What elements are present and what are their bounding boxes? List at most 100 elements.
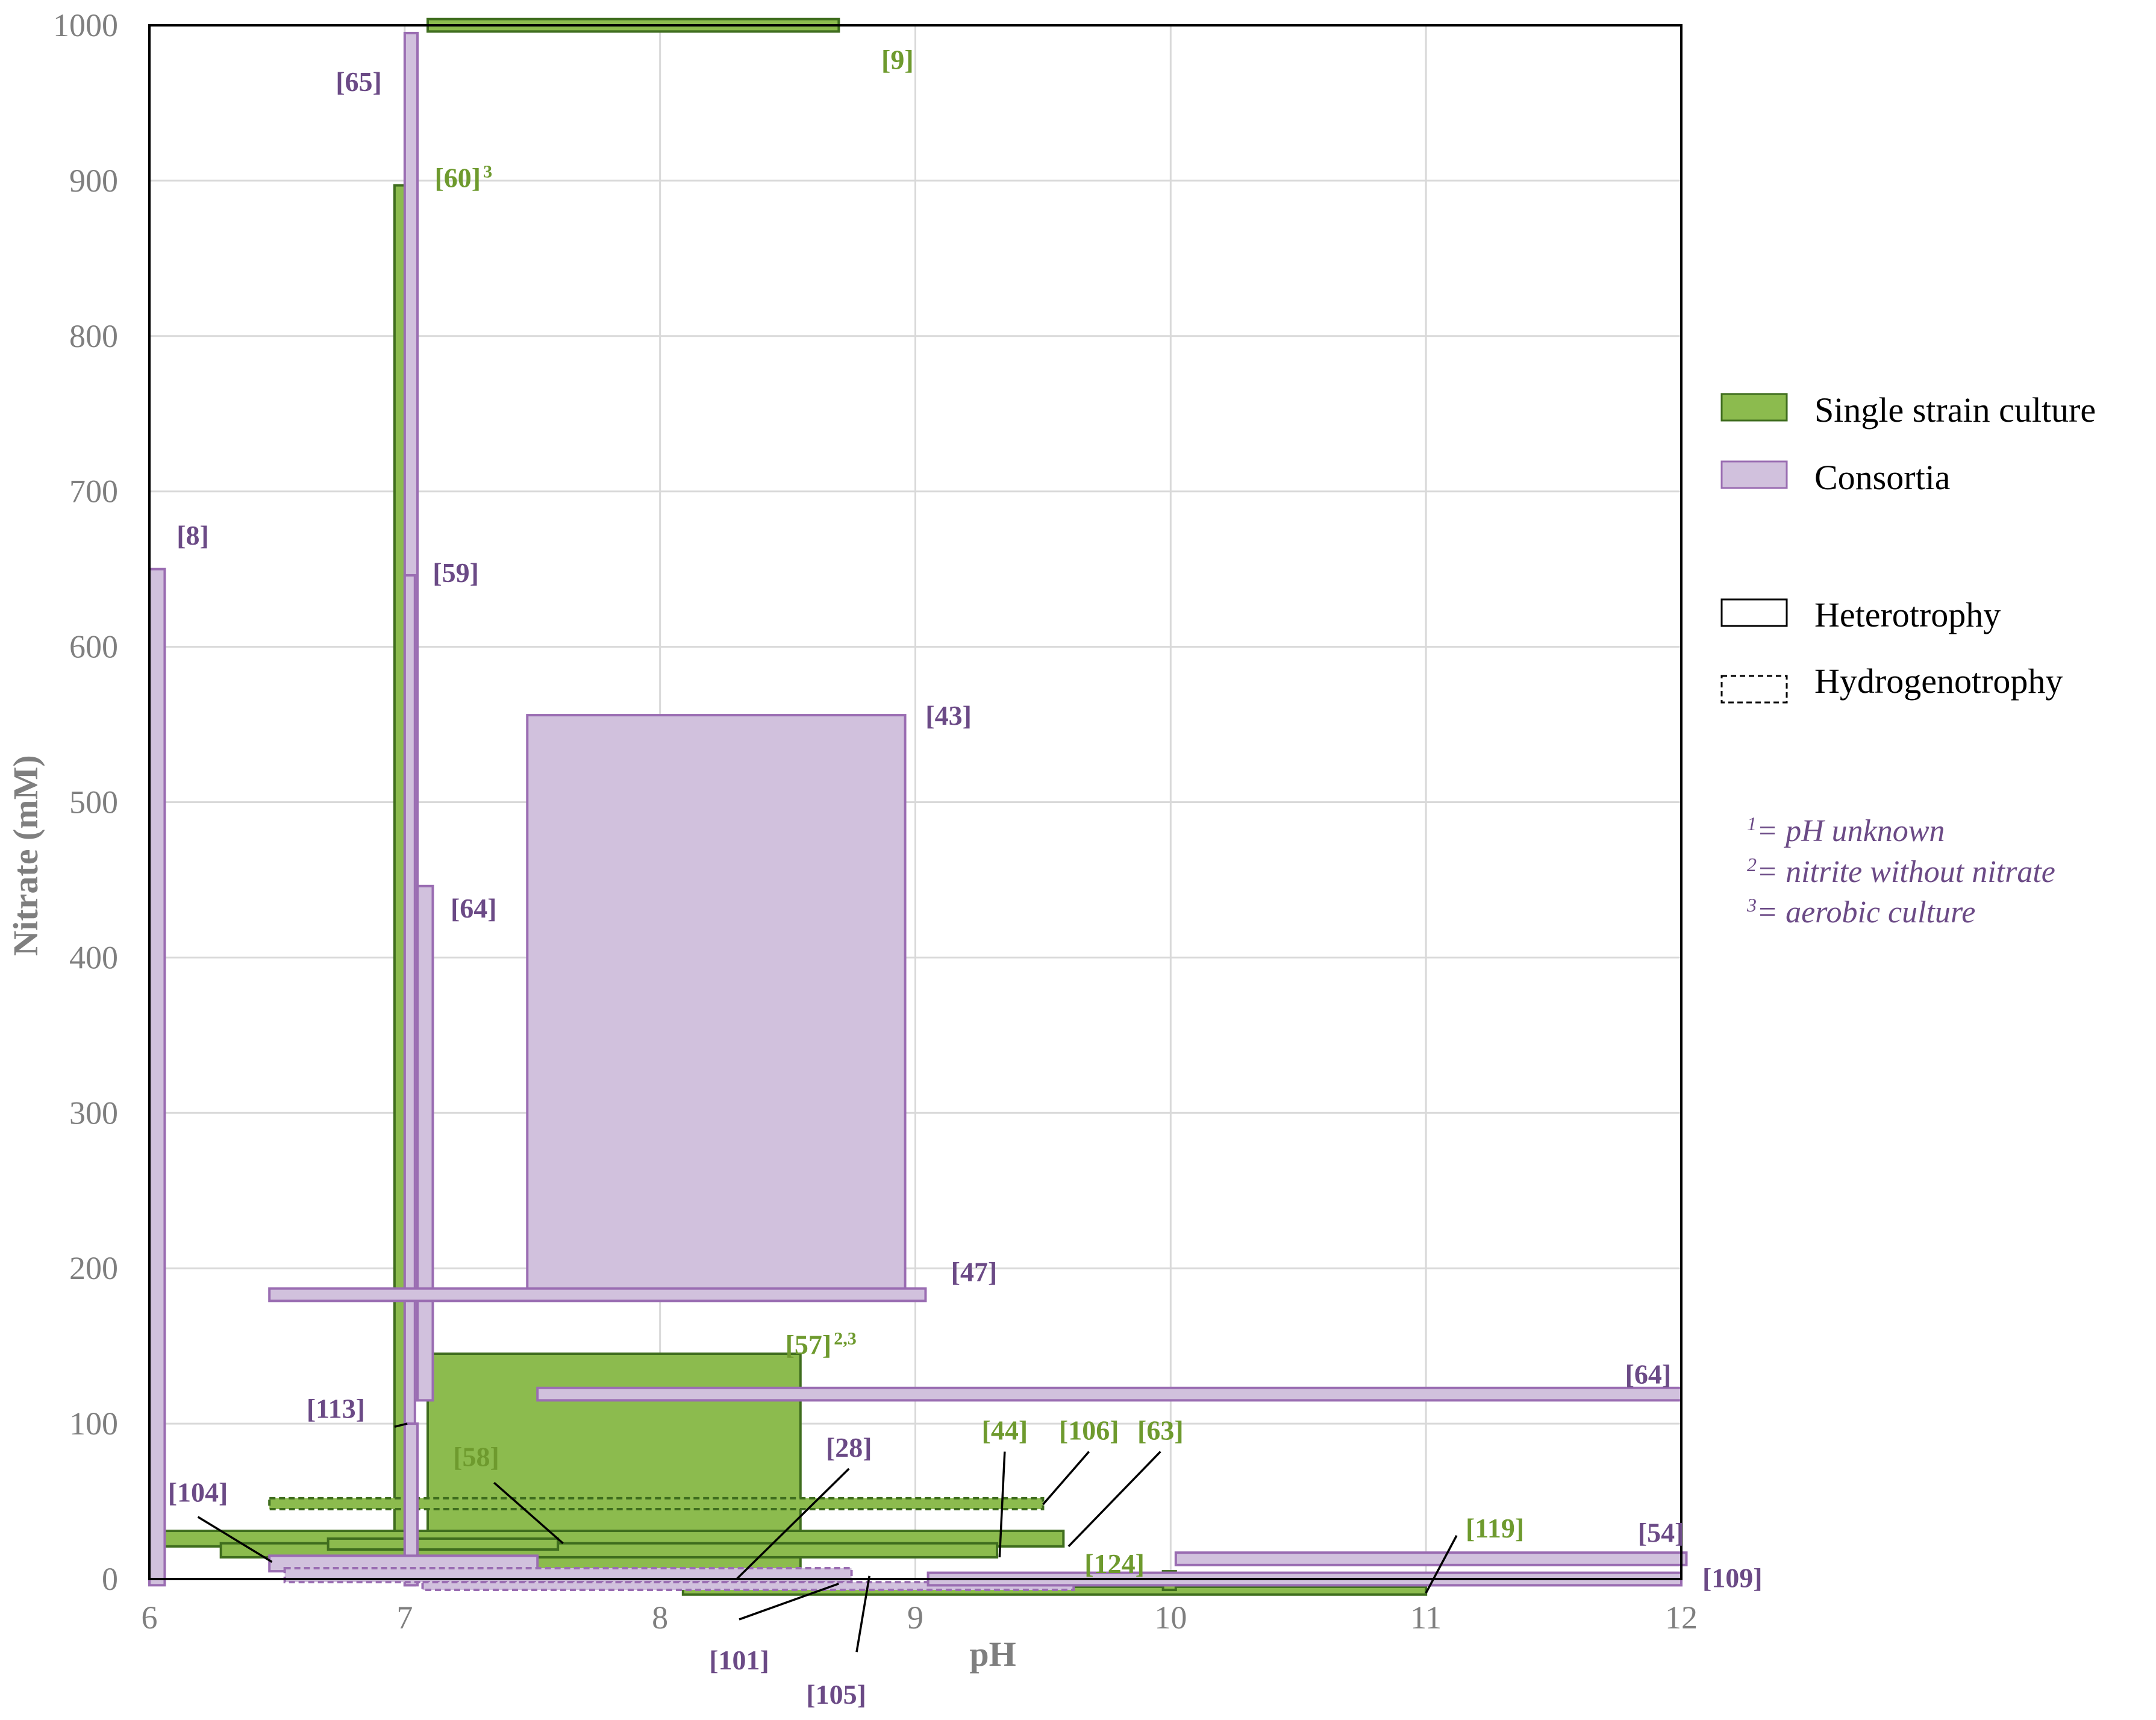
axis-ticks: 6 7 8 9 10 11 12 0 100 200 300 400 500 600 700 800 900 10… bbox=[53, 7, 1698, 1636]
footnote-2-text: = nitrite without nitrate bbox=[1757, 855, 2055, 889]
footnotes: 1= pH unknown 2= nitrite without nitrate… bbox=[1746, 813, 2055, 930]
ref-label-text: [113] bbox=[307, 1393, 365, 1424]
legend-swatch-consortia bbox=[1720, 460, 1788, 489]
ref-label-65-1: [65] bbox=[336, 66, 382, 97]
ref-label-119-17: [119] bbox=[1466, 1513, 1524, 1543]
y-tick-label-900: 900 bbox=[69, 163, 118, 199]
ref-label-text: [65] bbox=[336, 66, 382, 97]
ref-label-43-5: [43] bbox=[925, 700, 972, 731]
y-tick-label-300: 300 bbox=[69, 1095, 118, 1131]
ref-label-text: [106] bbox=[1059, 1415, 1119, 1445]
y-tick-label-500: 500 bbox=[69, 784, 118, 821]
ref-label-text: [58] bbox=[453, 1441, 499, 1472]
ref-label-9-0: [9] bbox=[881, 45, 914, 75]
reference-labels: [9] [65] [60] 3 [8] [59] [43] [64] [47] [57] 2,3 [6… bbox=[168, 45, 1763, 1710]
ref-label-64-9: [64] bbox=[1625, 1359, 1672, 1390]
leader-line-1 bbox=[394, 1422, 408, 1428]
ref-label-44-11: [44] bbox=[982, 1415, 1028, 1445]
range-bar-54-21 bbox=[1174, 1551, 1688, 1566]
ref-label-text: [101] bbox=[709, 1645, 769, 1675]
range-bar-101-19 bbox=[421, 1581, 1075, 1592]
y-tick-label-400: 400 bbox=[69, 939, 118, 975]
ref-label-104-16: [104] bbox=[168, 1477, 228, 1508]
range-bar-64-15 bbox=[536, 1386, 1683, 1402]
ref-label-text: [119] bbox=[1466, 1513, 1524, 1543]
legend-label-single-strain: Single strain culture bbox=[1814, 390, 2096, 430]
legend-swatch-heterotrophy bbox=[1720, 598, 1788, 627]
ref-label-text: [124] bbox=[1084, 1548, 1145, 1579]
y-tick-label-800: 800 bbox=[69, 318, 118, 354]
range-bars bbox=[148, 17, 1688, 1596]
footnote-2: 2= nitrite without nitrate bbox=[1747, 854, 2055, 889]
leader-line-4 bbox=[998, 1451, 1006, 1557]
ref-label-28-14: [28] bbox=[826, 1432, 872, 1463]
legend-label-hydrogenotrophy: Hydrogenotrophy bbox=[1814, 661, 2063, 701]
ref-label-63-13: [63] bbox=[1137, 1415, 1184, 1445]
ref-label-124-19: [124] bbox=[1084, 1548, 1145, 1579]
range-bar-106-6 bbox=[268, 1496, 1045, 1510]
ref-label-59-4: [59] bbox=[433, 557, 479, 588]
legend-label-consortia: Consortia bbox=[1814, 458, 1951, 497]
ref-label-text: [28] bbox=[826, 1432, 872, 1463]
footnote-3-text: = aerobic culture bbox=[1757, 895, 1975, 930]
range-bar-47-14 bbox=[268, 1287, 927, 1303]
range-bar-113-16 bbox=[403, 1422, 419, 1587]
ref-label-text: [64] bbox=[1625, 1359, 1672, 1390]
ref-label-text: [104] bbox=[168, 1477, 228, 1508]
ref-label-text: [43] bbox=[925, 700, 972, 731]
grid-lines bbox=[148, 24, 1683, 1580]
ref-label-54-18: [54] bbox=[1638, 1518, 1684, 1548]
ref-label-64-6: [64] bbox=[451, 893, 497, 924]
x-tick-label-10: 10 bbox=[1154, 1600, 1187, 1636]
ref-label-text: [47] bbox=[951, 1256, 998, 1287]
y-tick-label-600: 600 bbox=[69, 629, 118, 665]
x-tick-label-9: 9 bbox=[907, 1600, 923, 1636]
y-axis-title: Nitrate (mM) bbox=[6, 755, 45, 955]
ref-label-109-20: [109] bbox=[1702, 1562, 1763, 1593]
footnote-1-text: = pH unknown bbox=[1757, 814, 1945, 848]
ref-label-text: [105] bbox=[806, 1679, 866, 1710]
ref-label-text: [59] bbox=[433, 557, 479, 588]
y-tick-label-100: 100 bbox=[69, 1406, 118, 1442]
ref-label-text: [109] bbox=[1702, 1562, 1763, 1593]
legend-label-heterotrophy: Heterotrophy bbox=[1814, 595, 2001, 634]
leader-line-5 bbox=[1042, 1451, 1090, 1506]
y-tick-label-700: 700 bbox=[69, 474, 118, 510]
footnote-1: 1= pH unknown bbox=[1747, 813, 1945, 848]
ref-label-text: [64] bbox=[451, 893, 497, 924]
ref-label-47-7: [47] bbox=[951, 1256, 998, 1287]
ref-label-60-2: [60] 3 bbox=[434, 162, 492, 193]
y-tick-label-0: 0 bbox=[102, 1561, 118, 1597]
leader-line-6 bbox=[1067, 1451, 1161, 1548]
ref-label-text: [8] bbox=[177, 520, 209, 551]
leader-lines bbox=[197, 1422, 1458, 1653]
range-bar-43-12 bbox=[526, 714, 907, 1292]
ref-label-text: [54] bbox=[1638, 1518, 1684, 1548]
range-bar-58-5 bbox=[327, 1537, 560, 1551]
leader-line-0 bbox=[197, 1516, 273, 1563]
ref-label-57-8: [57] 2,3 bbox=[786, 1329, 857, 1360]
x-tick-label-7: 7 bbox=[396, 1600, 413, 1636]
footnote-2-sup: 2 bbox=[1747, 854, 1757, 875]
ref-label-105-22: [105] bbox=[806, 1679, 866, 1710]
footnote-3: 3= aerobic culture bbox=[1746, 894, 1975, 930]
ref-label-text: [63] bbox=[1137, 1415, 1184, 1445]
leader-line-2 bbox=[493, 1481, 564, 1544]
ref-label-8-3: [8] bbox=[177, 520, 209, 551]
leader-line-8 bbox=[739, 1583, 839, 1621]
x-tick-label-12: 12 bbox=[1665, 1600, 1698, 1636]
range-bar-8-11 bbox=[148, 568, 166, 1587]
legend-swatch-hydrogenotrophy bbox=[1720, 675, 1788, 704]
legend-swatch-single-strain bbox=[1720, 393, 1788, 422]
footnote-3-sup: 3 bbox=[1746, 894, 1757, 916]
legend: Single strain culture Consortia Heterotr… bbox=[1720, 390, 2096, 704]
ref-label-101-21: [101] bbox=[709, 1645, 769, 1675]
ref-label-text: [57] bbox=[786, 1330, 832, 1360]
x-tick-label-11: 11 bbox=[1410, 1600, 1442, 1636]
ref-label-text: [9] bbox=[881, 45, 914, 75]
ref-label-113-10: [113] bbox=[307, 1393, 365, 1424]
ref-label-superscript: 2,3 bbox=[834, 1329, 857, 1349]
ref-label-text: [44] bbox=[982, 1415, 1028, 1445]
leader-line-9 bbox=[855, 1575, 870, 1653]
